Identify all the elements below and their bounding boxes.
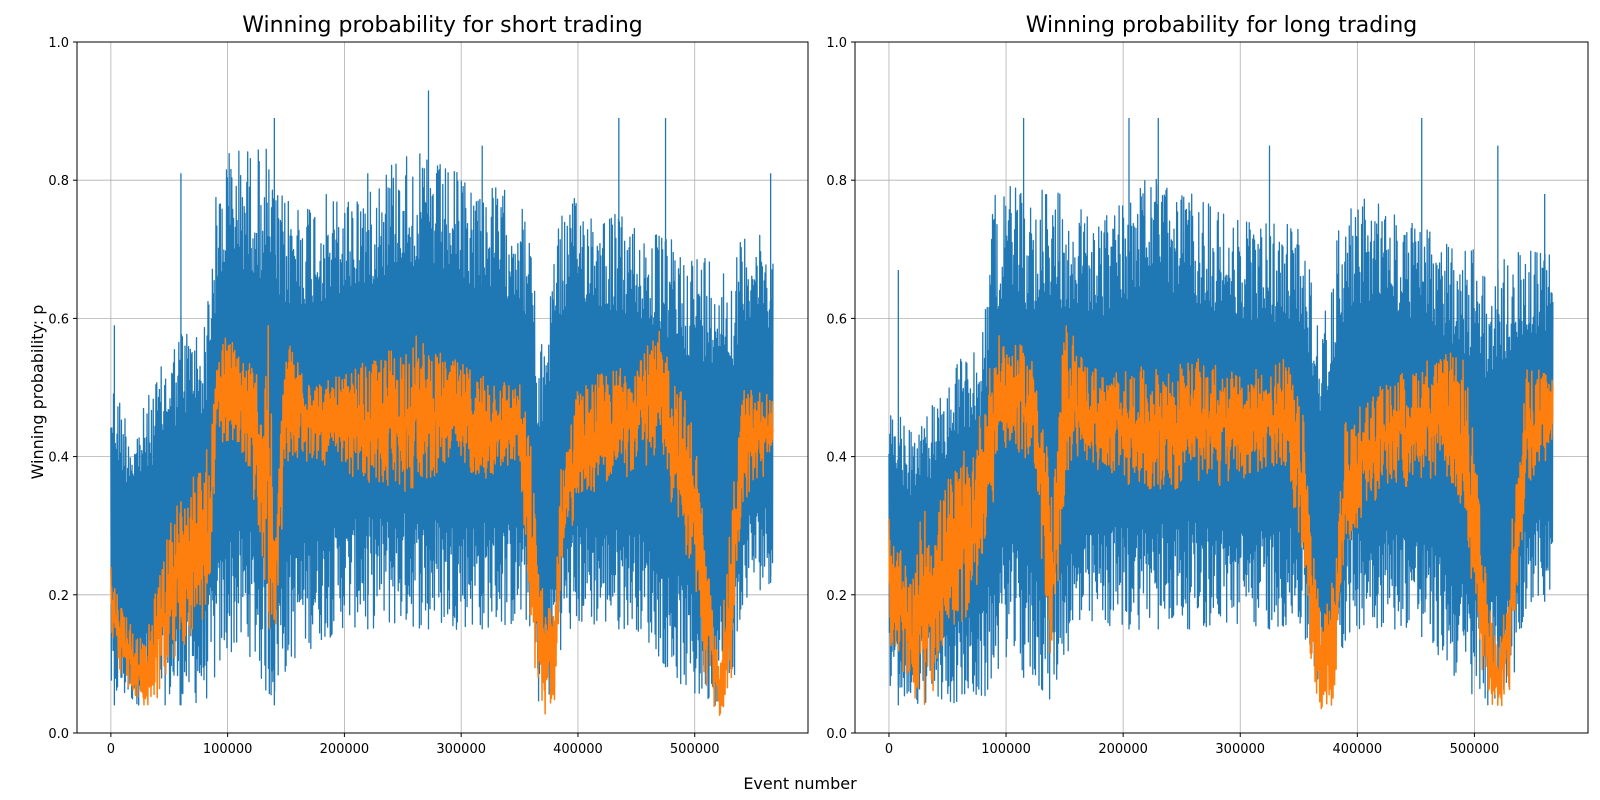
long-trading-panel: 0 100000 200000 300000 400000 500000 0.0 0.2 0.4… [826,13,1589,757]
long-trading-axes-frame [854,41,1589,734]
short-trading-x-tick-label: 200000 [320,742,370,757]
short-trading-axes-frame [76,41,809,734]
long-trading-x-tick-label: 200000 [1098,742,1148,757]
long-trading-ticks: 0 100000 200000 300000 400000 500000 0.0 0.2 0.4… [826,36,1499,757]
y-axis-label: Winning probability: p [28,305,47,480]
short-trading-y-tick-label: 1.0 [48,36,69,51]
short-trading-x-tick-label: 500000 [670,742,720,757]
long-trading-x-tick-label: 400000 [1333,742,1383,757]
short-trading-panel: 0 100000 200000 300000 400000 500000 0.0 0.2 0.4… [48,13,809,757]
short-trading-y-tick-label: 0.4 [48,451,69,466]
short-trading-x-tick-label: 0 [107,742,115,757]
long-trading-series-2-line [888,325,1554,710]
short-trading-x-tick-label: 400000 [553,742,603,757]
short-trading-title: Winning probability for short trading [242,13,643,38]
long-trading-y-tick-label: 1.0 [826,36,847,51]
short-trading-plot-area [110,90,774,716]
long-trading-y-tick-label: 0.2 [826,589,847,604]
long-trading-plot-area [888,118,1554,710]
x-axis-label: Event number [743,774,857,793]
long-trading-title: Winning probability for long trading [1026,13,1418,38]
long-trading-x-tick-label: 0 [885,742,893,757]
short-trading-y-tick-label: 0.2 [48,589,69,604]
long-trading-y-tick-label: 0.6 [826,312,847,327]
short-trading-x-tick-label: 300000 [436,742,486,757]
short-trading-series-2-line [110,325,774,716]
short-trading-x-tick-label: 100000 [203,742,253,757]
short-trading-y-tick-label: 0.0 [48,727,69,742]
long-trading-x-tick-label: 300000 [1215,742,1265,757]
long-trading-y-tick-label: 0.4 [826,451,847,466]
short-trading-y-tick-label: 0.8 [48,174,69,189]
short-trading-y-tick-label: 0.6 [48,312,69,327]
long-trading-x-tick-label: 100000 [981,742,1031,757]
long-trading-y-tick-label: 0.8 [826,174,847,189]
long-trading-x-tick-label: 500000 [1450,742,1500,757]
long-trading-y-tick-label: 0.0 [826,727,847,742]
short-trading-ticks: 0 100000 200000 300000 400000 500000 0.0 0.2 0.4… [48,36,719,757]
